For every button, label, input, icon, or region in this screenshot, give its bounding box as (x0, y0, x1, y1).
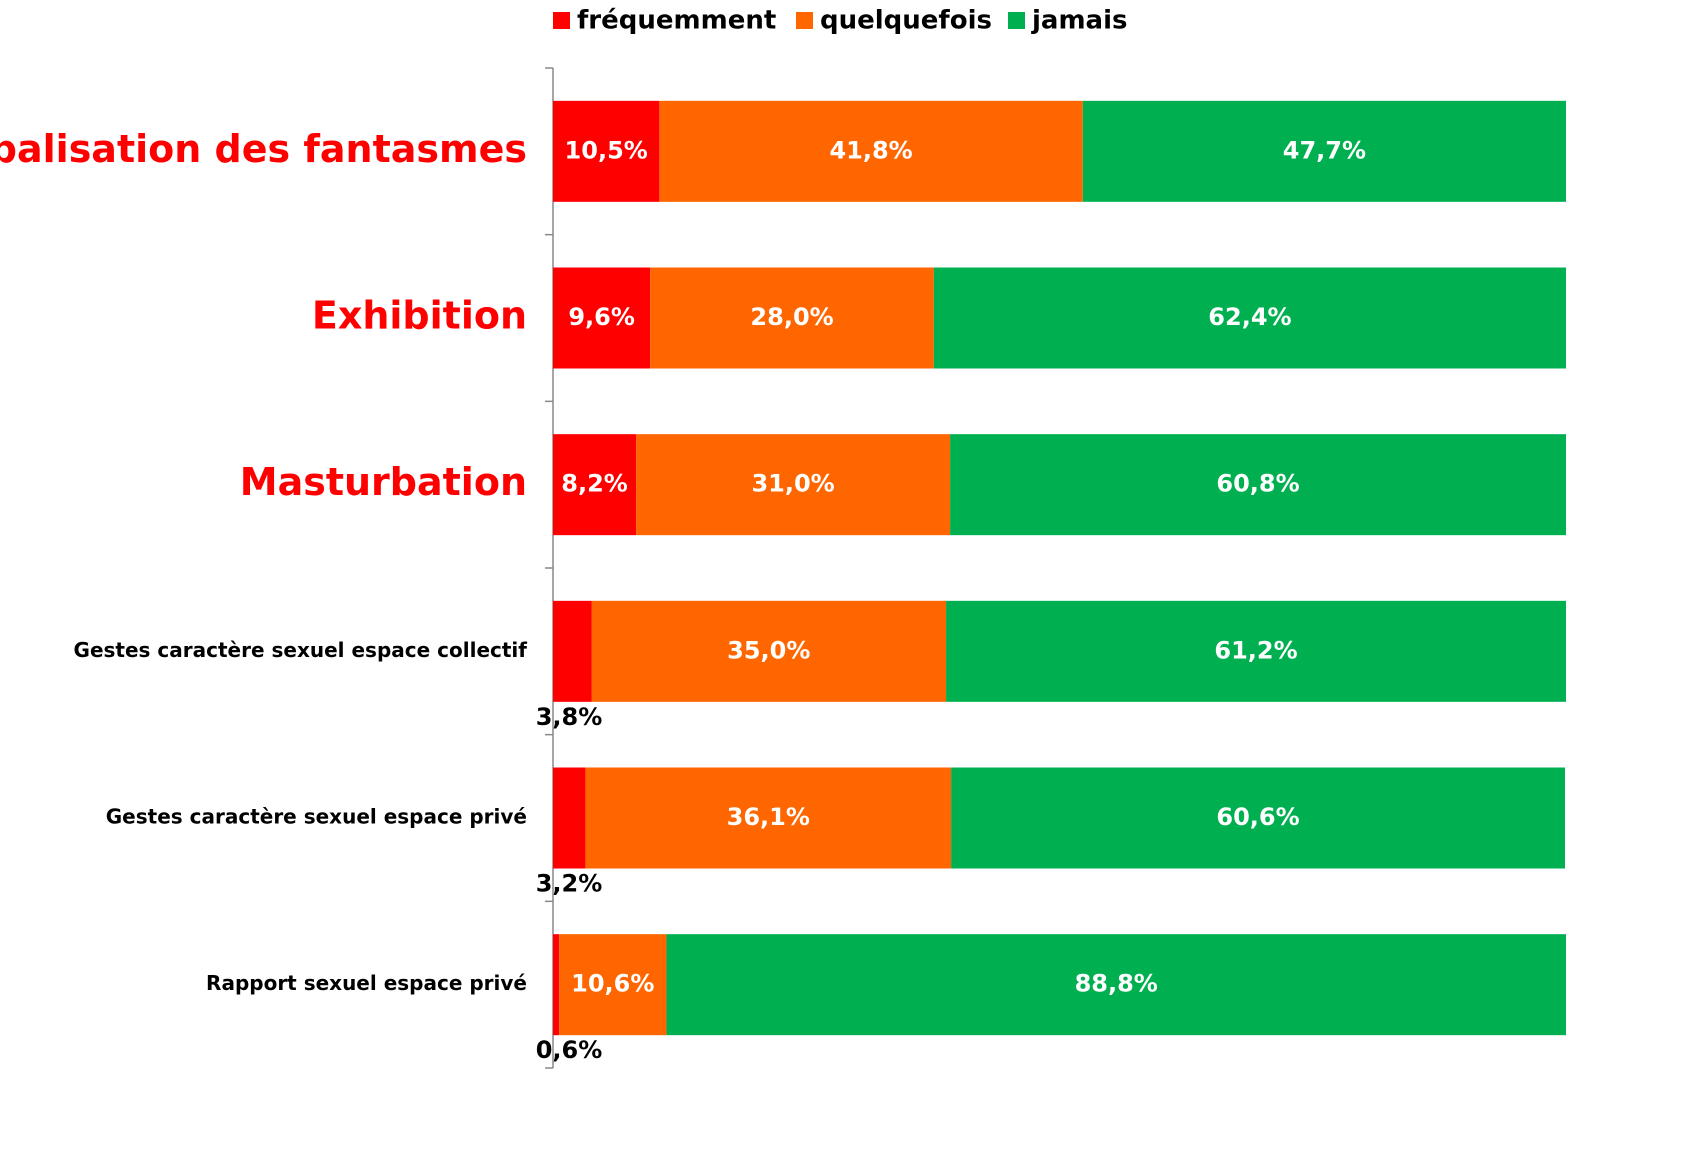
bar-segment (559, 934, 667, 1036)
category-label: Verbalisation des fantasmes (0, 127, 527, 171)
bar-segment (650, 267, 934, 369)
legend-swatch (796, 12, 813, 29)
legend-swatch (1008, 12, 1025, 29)
legend-label: jamais (1031, 6, 1127, 36)
value-label: 60,8% (1216, 470, 1299, 498)
value-label: 10,5% (565, 136, 648, 164)
value-label: 8,2% (561, 470, 628, 498)
value-label: 3,8% (536, 703, 603, 731)
bar-segment (659, 100, 1083, 202)
bar-segment (591, 600, 947, 702)
bar-segment (553, 934, 560, 1036)
value-label: 3,2% (536, 870, 603, 898)
value-label: 0,6% (536, 1036, 603, 1064)
bar-segment (951, 767, 1565, 869)
value-label: 41,8% (829, 136, 912, 164)
value-label: 62,4% (1208, 303, 1291, 331)
value-label: 47,7% (1283, 136, 1366, 164)
legend-label: quelquefois (820, 6, 992, 36)
value-label: 88,8% (1075, 970, 1158, 998)
legend-swatch (553, 12, 570, 29)
bar-segment (946, 600, 1566, 702)
value-label: 28,0% (750, 303, 833, 331)
bar-segment (1082, 100, 1566, 202)
bar-segment (585, 767, 952, 869)
legend-label: fréquemment (577, 6, 776, 36)
bar-segment (553, 434, 637, 536)
value-label: 61,2% (1214, 636, 1297, 664)
value-label: 35,0% (727, 636, 810, 664)
bar-segment (636, 434, 951, 536)
value-label: 9,6% (568, 303, 635, 331)
value-label: 36,1% (727, 803, 810, 831)
bar-segment (553, 767, 586, 869)
category-label: Rapport sexuel espace privé (206, 971, 527, 995)
bar-segment (553, 600, 592, 702)
value-label: 10,6% (571, 970, 654, 998)
bar-segment (553, 100, 660, 202)
bar-segment (553, 267, 651, 369)
value-label: 31,0% (751, 470, 834, 498)
category-label: Gestes caractère sexuel espace privé (106, 805, 527, 829)
bar-segment (666, 934, 1566, 1036)
bar-segment (950, 434, 1566, 536)
category-label: Exhibition (312, 294, 527, 338)
bar-segment (933, 267, 1566, 369)
category-label: Masturbation (240, 460, 527, 504)
category-label: Gestes caractère sexuel espace collectif (74, 638, 528, 662)
value-label: 60,6% (1216, 803, 1299, 831)
